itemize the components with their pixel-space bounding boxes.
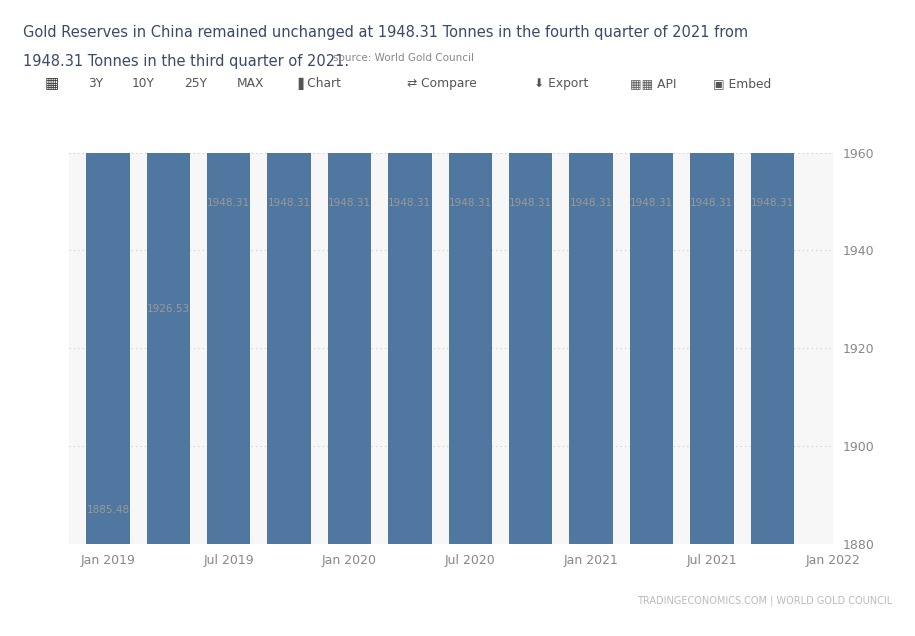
Text: source: World Gold Council: source: World Gold Council xyxy=(332,53,473,63)
Bar xyxy=(86,0,130,544)
Bar xyxy=(690,0,734,544)
Text: 25Y: 25Y xyxy=(185,77,208,90)
Bar xyxy=(448,0,492,544)
Text: MAX: MAX xyxy=(237,77,264,90)
Text: TRADINGECONOMICS.COM | WORLD GOLD COUNCIL: TRADINGECONOMICS.COM | WORLD GOLD COUNCI… xyxy=(637,596,892,606)
Text: 3Y: 3Y xyxy=(89,77,103,90)
Text: 1948.31: 1948.31 xyxy=(509,198,553,208)
Bar xyxy=(569,0,613,544)
Bar xyxy=(630,0,673,544)
Text: ⇄ Compare: ⇄ Compare xyxy=(407,77,477,90)
Text: ▐ Chart: ▐ Chart xyxy=(294,77,340,90)
Bar xyxy=(328,0,371,544)
Text: 1948.31: 1948.31 xyxy=(267,198,310,208)
Text: 1885.48: 1885.48 xyxy=(86,505,129,515)
Bar xyxy=(267,0,311,544)
Text: 1948.31: 1948.31 xyxy=(207,198,250,208)
Bar xyxy=(750,0,794,544)
Text: ▦▦ API: ▦▦ API xyxy=(630,77,677,90)
Text: 1948.31: 1948.31 xyxy=(750,198,794,208)
Text: 1948.31 Tonnes in the third quarter of 2021.: 1948.31 Tonnes in the third quarter of 2… xyxy=(23,54,353,69)
Text: ▣ Embed: ▣ Embed xyxy=(713,77,771,90)
Bar xyxy=(146,0,190,544)
Text: ⬇ Export: ⬇ Export xyxy=(534,77,588,90)
Text: Gold Reserves in China remained unchanged at 1948.31 Tonnes in the fourth quarte: Gold Reserves in China remained unchange… xyxy=(23,25,748,41)
Bar xyxy=(388,0,432,544)
Text: 1948.31: 1948.31 xyxy=(448,198,492,208)
Text: 1948.31: 1948.31 xyxy=(630,198,673,208)
Text: 1948.31: 1948.31 xyxy=(690,198,734,208)
Text: 1948.31: 1948.31 xyxy=(328,198,371,208)
Text: 1948.31: 1948.31 xyxy=(388,198,432,208)
Bar xyxy=(207,0,251,544)
Text: ▦: ▦ xyxy=(45,76,59,91)
Text: 1948.31: 1948.31 xyxy=(569,198,613,208)
Text: 10Y: 10Y xyxy=(132,77,155,90)
Text: 1926.53: 1926.53 xyxy=(146,305,189,314)
Bar xyxy=(509,0,553,544)
